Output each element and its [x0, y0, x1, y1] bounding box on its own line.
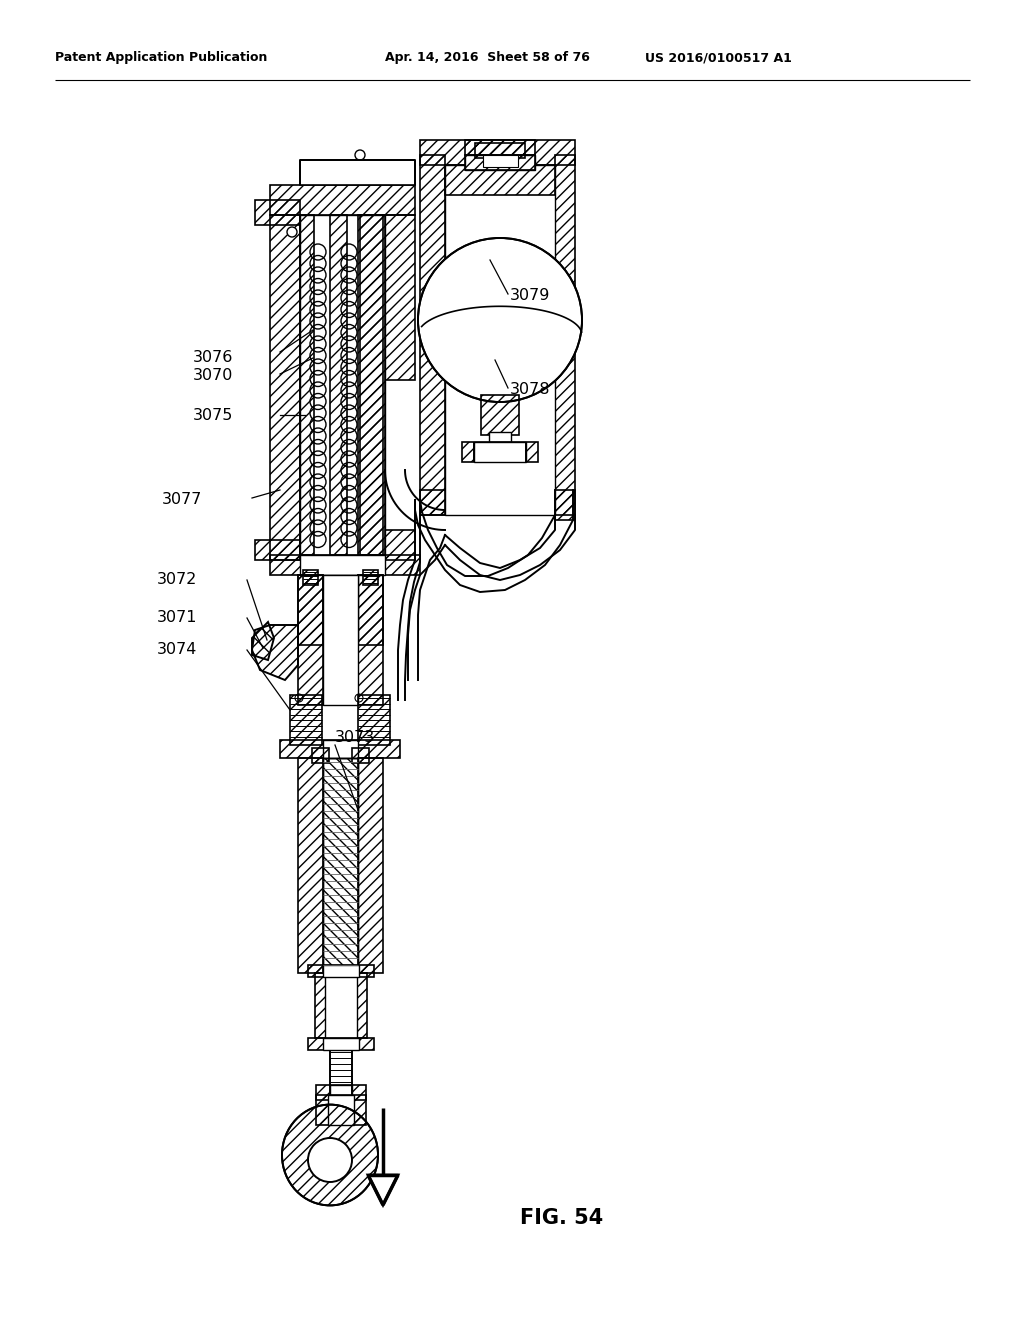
- Bar: [308, 1038, 374, 1049]
- Text: 3071: 3071: [157, 610, 198, 626]
- Text: 3070: 3070: [193, 368, 233, 384]
- Bar: [465, 154, 535, 170]
- Bar: [385, 531, 415, 560]
- Bar: [330, 215, 347, 554]
- Bar: [300, 160, 415, 185]
- Text: 3072: 3072: [157, 573, 198, 587]
- Bar: [385, 215, 415, 380]
- Bar: [358, 576, 383, 705]
- Circle shape: [308, 1138, 352, 1181]
- Bar: [290, 696, 322, 744]
- Bar: [315, 973, 367, 1038]
- Text: Apr. 14, 2016  Sheet 58 of 76: Apr. 14, 2016 Sheet 58 of 76: [385, 51, 590, 65]
- Bar: [270, 554, 420, 576]
- Bar: [323, 741, 358, 758]
- Bar: [445, 165, 555, 515]
- Text: 3077: 3077: [162, 492, 203, 507]
- Bar: [362, 570, 378, 585]
- Bar: [483, 154, 518, 168]
- Bar: [420, 140, 575, 165]
- Bar: [360, 215, 385, 554]
- Text: 3078: 3078: [510, 383, 551, 397]
- Bar: [352, 748, 369, 763]
- Text: 3076: 3076: [193, 351, 233, 366]
- Bar: [555, 154, 575, 520]
- Circle shape: [287, 227, 297, 238]
- Text: 3079: 3079: [510, 289, 550, 304]
- Bar: [462, 442, 538, 462]
- Bar: [298, 758, 323, 973]
- Polygon shape: [368, 1175, 398, 1205]
- Bar: [255, 540, 300, 560]
- Bar: [358, 215, 383, 554]
- Bar: [316, 1096, 366, 1125]
- Bar: [465, 154, 535, 170]
- Bar: [323, 1038, 359, 1049]
- Bar: [358, 758, 383, 973]
- Bar: [481, 395, 519, 436]
- Bar: [323, 965, 359, 977]
- Bar: [358, 696, 390, 744]
- Bar: [445, 165, 555, 195]
- Text: 3074: 3074: [157, 643, 198, 657]
- Bar: [465, 140, 535, 154]
- Text: US 2016/0100517 A1: US 2016/0100517 A1: [645, 51, 792, 65]
- Text: Patent Application Publication: Patent Application Publication: [55, 51, 267, 65]
- Bar: [316, 1085, 366, 1100]
- Bar: [270, 215, 300, 560]
- Bar: [280, 741, 400, 758]
- Circle shape: [418, 238, 582, 403]
- Bar: [308, 965, 374, 977]
- Bar: [300, 215, 314, 554]
- Text: 3075: 3075: [193, 408, 233, 422]
- Bar: [300, 554, 385, 576]
- Text: 3073: 3073: [335, 730, 375, 746]
- Bar: [323, 758, 358, 973]
- Bar: [300, 215, 385, 554]
- Bar: [323, 758, 358, 973]
- Bar: [255, 201, 300, 224]
- Bar: [474, 442, 526, 462]
- Bar: [303, 570, 318, 585]
- Bar: [323, 576, 358, 645]
- Bar: [420, 154, 445, 515]
- Bar: [420, 490, 575, 515]
- Bar: [328, 1096, 354, 1125]
- Bar: [330, 1085, 352, 1100]
- Bar: [312, 748, 329, 763]
- Bar: [323, 576, 358, 705]
- Text: FIG. 54: FIG. 54: [520, 1208, 603, 1228]
- Bar: [489, 432, 511, 442]
- Bar: [270, 185, 415, 215]
- Bar: [325, 973, 357, 1038]
- Bar: [358, 576, 383, 645]
- Bar: [298, 576, 323, 645]
- Bar: [298, 576, 323, 705]
- Bar: [475, 143, 525, 158]
